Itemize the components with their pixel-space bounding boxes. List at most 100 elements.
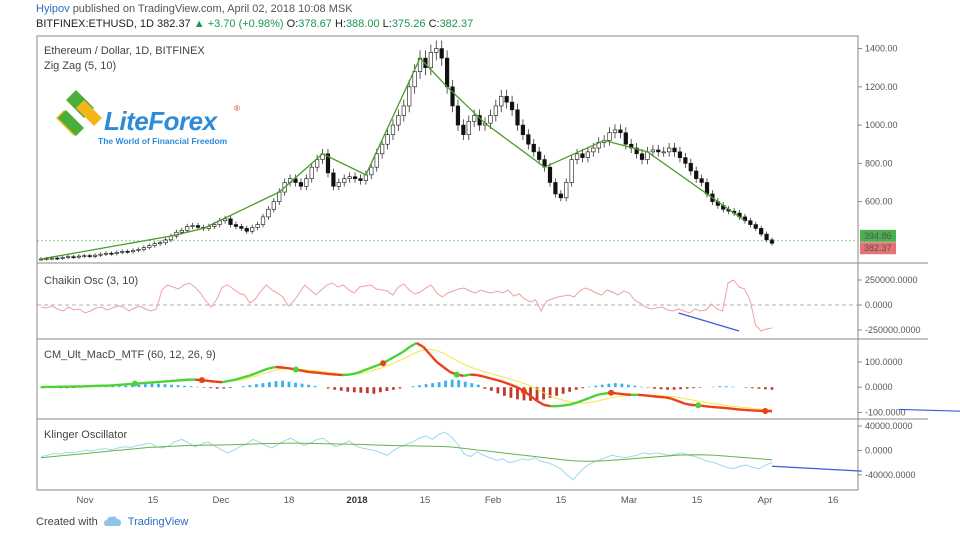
candle <box>623 132 628 145</box>
candle <box>49 257 54 260</box>
histogram-bar <box>744 387 748 388</box>
candle <box>574 153 580 160</box>
candle <box>509 101 515 111</box>
histogram-bar <box>313 385 317 388</box>
histogram-bar <box>183 385 186 388</box>
candle <box>553 182 558 195</box>
macd-segment <box>664 396 672 400</box>
macd-segment <box>570 401 578 406</box>
histogram-bar <box>189 386 193 388</box>
macd-segment <box>670 397 679 403</box>
candle <box>656 149 661 153</box>
histogram-bar <box>587 386 591 388</box>
macd-segment <box>503 381 511 386</box>
histogram-bar <box>535 387 539 401</box>
price-change: ▲ +3.70 (+0.98%) <box>193 18 284 30</box>
histogram-bar <box>170 384 173 388</box>
candle <box>136 249 141 251</box>
histogram-bar <box>111 386 115 388</box>
macd-segment <box>302 369 310 374</box>
candle <box>612 129 618 134</box>
histogram-bar <box>124 385 128 388</box>
chaikin-tick-label: -250000.0000 <box>865 325 921 335</box>
candle <box>396 115 401 126</box>
histogram-bar <box>431 383 435 388</box>
y-tick-label: 600.00 <box>865 197 893 207</box>
macd-segment <box>738 408 746 412</box>
histogram-bar <box>444 380 448 388</box>
candle <box>212 224 217 227</box>
histogram-bar <box>751 387 754 389</box>
histogram-bar <box>607 383 611 388</box>
price-label-bg <box>860 242 896 255</box>
candle <box>342 178 347 183</box>
histogram-bar <box>287 381 291 388</box>
cross-dot <box>380 360 387 367</box>
chaikin-line <box>40 279 773 332</box>
candle <box>147 245 152 248</box>
histogram-bar <box>529 387 532 401</box>
low-value: 375.26 <box>391 18 426 30</box>
price-label-bg <box>860 229 896 242</box>
candle <box>304 178 309 187</box>
histogram-bar <box>640 386 643 388</box>
candle <box>515 109 520 126</box>
histogram-bar <box>137 384 141 388</box>
candle <box>93 254 98 257</box>
low-label: L: <box>382 18 392 30</box>
histogram-bar <box>268 382 271 388</box>
macd-segment <box>154 380 162 384</box>
candle <box>450 86 455 107</box>
macd-segment <box>255 369 263 375</box>
candle <box>347 176 352 179</box>
author-link[interactable]: Hyipov <box>36 3 70 15</box>
macd-segment <box>470 373 478 377</box>
histogram-bar <box>646 387 650 388</box>
histogram-bar <box>509 387 513 398</box>
histogram-bar <box>241 386 245 388</box>
histogram-bar <box>653 387 656 389</box>
histogram-bar <box>157 383 160 388</box>
macd-segment <box>221 379 230 384</box>
candle <box>82 255 87 257</box>
macd-segment <box>557 404 565 408</box>
cross-dot <box>292 366 299 373</box>
x-date-label: Mar <box>621 495 637 506</box>
macd-segment <box>577 398 585 404</box>
candle <box>352 176 358 179</box>
candle <box>76 255 82 258</box>
histogram-bar <box>620 383 624 388</box>
candle <box>412 71 417 88</box>
candle <box>179 230 184 233</box>
candle <box>244 228 249 232</box>
histogram-bar <box>437 382 441 388</box>
histogram-bar <box>666 387 669 390</box>
histogram-bar <box>594 385 598 388</box>
histogram-bar <box>346 387 350 392</box>
main-chart-title: Ethereum / Dollar, 1D, BITFINEX <box>44 45 205 57</box>
registered-mark: ® <box>234 104 240 113</box>
histogram-bar <box>202 387 206 388</box>
tradingview-link[interactable]: TradingView <box>127 516 189 528</box>
candle <box>661 151 666 154</box>
histogram-bar <box>294 382 297 388</box>
candle <box>331 172 336 187</box>
liteforex-brand: LiteForex <box>104 106 217 136</box>
candle <box>255 224 260 228</box>
macd-segment <box>597 392 605 396</box>
histogram-bar <box>365 387 369 394</box>
macd-segment <box>175 378 182 382</box>
macd-segment <box>215 380 223 384</box>
macd-segment <box>329 372 337 376</box>
candle <box>672 147 677 153</box>
macd-segment <box>435 360 445 368</box>
macd-segment <box>704 404 712 409</box>
candle <box>293 178 298 183</box>
macd-segment <box>362 367 371 372</box>
klinger-line <box>40 431 773 481</box>
macd-segment <box>429 353 438 363</box>
macd-segment <box>415 341 424 348</box>
high-label: H: <box>334 18 346 30</box>
candle <box>634 147 639 155</box>
